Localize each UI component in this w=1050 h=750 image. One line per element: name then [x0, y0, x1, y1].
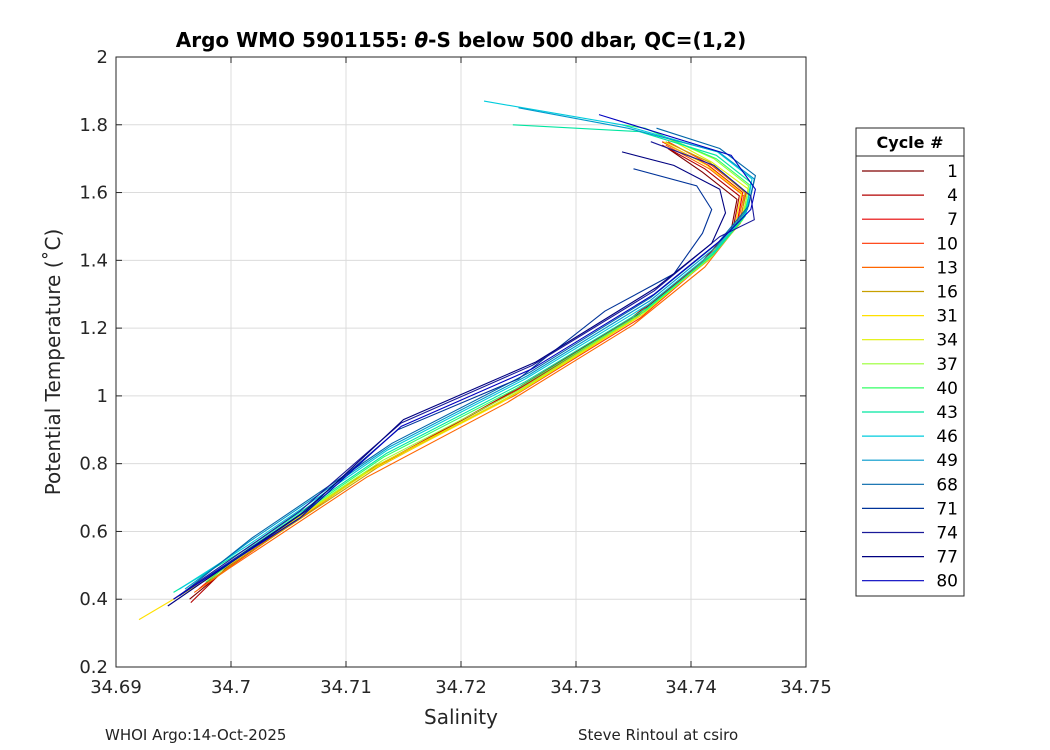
legend-entry-cycle-34: 34: [862, 331, 958, 351]
legend-label: 40: [936, 379, 958, 399]
y-tick-label: 0.4: [79, 589, 108, 610]
y-tick-label: 0.2: [79, 657, 108, 678]
legend-entry-cycle-77: 77: [862, 548, 958, 568]
series-line-cycle-71: [178, 168, 713, 597]
legend-label: 80: [936, 572, 958, 592]
y-tick-label: 1.8: [79, 115, 108, 136]
y-tick-label: 0.6: [79, 521, 108, 542]
x-axis-label: Salinity: [424, 705, 498, 729]
legend-entry-cycle-68: 68: [862, 475, 958, 495]
legend-entry-cycle-71: 71: [862, 499, 958, 519]
legend-entry-cycle-49: 49: [862, 451, 958, 471]
legend-entry-cycle-10: 10: [862, 234, 958, 254]
series-line-cycle-77: [167, 151, 727, 607]
y-tick-label: 2: [97, 47, 108, 68]
series-line-cycle-13: [193, 144, 745, 593]
legend-entry-cycle-31: 31: [862, 307, 958, 327]
footer-source: WHOI Argo:14-Oct-2025: [105, 726, 287, 744]
x-tick-label: 34.75: [780, 677, 832, 698]
series-line-cycle-80: [173, 114, 756, 600]
y-tick-label: 1: [97, 386, 108, 407]
legend-entry-cycle-40: 40: [862, 379, 958, 399]
x-tick-label: 34.72: [435, 677, 487, 698]
x-tick-label: 34.71: [320, 677, 372, 698]
legend-label: 16: [936, 283, 958, 303]
legend-box: [855, 127, 965, 597]
legend-label: 7: [947, 210, 958, 230]
legend-entry-cycle-13: 13: [862, 258, 958, 278]
legend-entry-cycle-16: 16: [862, 283, 958, 303]
legend-label: 68: [936, 475, 958, 495]
legend-label: 71: [936, 499, 958, 519]
legend: Cycle # 1 4 7 10 13 16 31 34 37 40 43 46 49 68 71 74 77 8…: [855, 127, 965, 597]
legend-label: 74: [936, 524, 958, 544]
legend-entry-cycle-46: 46: [862, 427, 958, 447]
axis-ticks: 34.69 34.7 34.71 34.72 34.73 34.74 34.75 0.2 0.4…: [79, 47, 831, 698]
x-tick-label: 34.69: [90, 677, 142, 698]
legend-entry-cycle-7: 7: [862, 210, 958, 230]
legend-entry-cycle-4: 4: [862, 186, 958, 206]
legend-label: 31: [936, 307, 958, 327]
y-tick-label: 1.2: [79, 318, 108, 339]
x-tick-label: 34.74: [665, 677, 717, 698]
legend-items: 1 4 7 10 13 16 31 34 37 40 43 46 49 68 71 74 77 80: [862, 162, 958, 592]
legend-label: 4: [947, 186, 958, 206]
footer-credit: Steve Rintoul at csiro: [578, 726, 739, 744]
y-tick-label: 1.4: [79, 250, 108, 271]
legend-label: 49: [936, 451, 958, 471]
legend-entry-cycle-74: 74: [862, 524, 958, 544]
legend-label: 13: [936, 258, 958, 278]
legend-label: 77: [936, 548, 958, 568]
legend-label: 37: [936, 355, 958, 375]
y-tick-label: 1.6: [79, 183, 108, 204]
legend-entry-cycle-80: 80: [862, 572, 958, 592]
y-axis-label: Potential Temperature (˚C): [41, 229, 65, 496]
legend-entry-cycle-37: 37: [862, 355, 958, 375]
x-tick-label: 34.73: [550, 677, 602, 698]
legend-label: 46: [936, 427, 958, 447]
legend-label: 43: [936, 403, 958, 423]
chart-title: Argo WMO 5901155: θ-S below 500 dbar, QC…: [176, 28, 746, 52]
legend-label: 10: [936, 234, 958, 254]
x-tick-label: 34.7: [211, 677, 251, 698]
legend-label: 1: [947, 162, 958, 182]
series-line-cycle-43: [173, 124, 752, 593]
legend-label: 34: [936, 331, 958, 351]
y-tick-label: 0.8: [79, 454, 108, 475]
legend-title: Cycle #: [877, 133, 944, 152]
series-line-cycle-49: [184, 107, 755, 590]
series-lines: [138, 100, 757, 621]
legend-entry-cycle-1: 1: [862, 162, 958, 182]
legend-entry-cycle-43: 43: [862, 403, 958, 423]
